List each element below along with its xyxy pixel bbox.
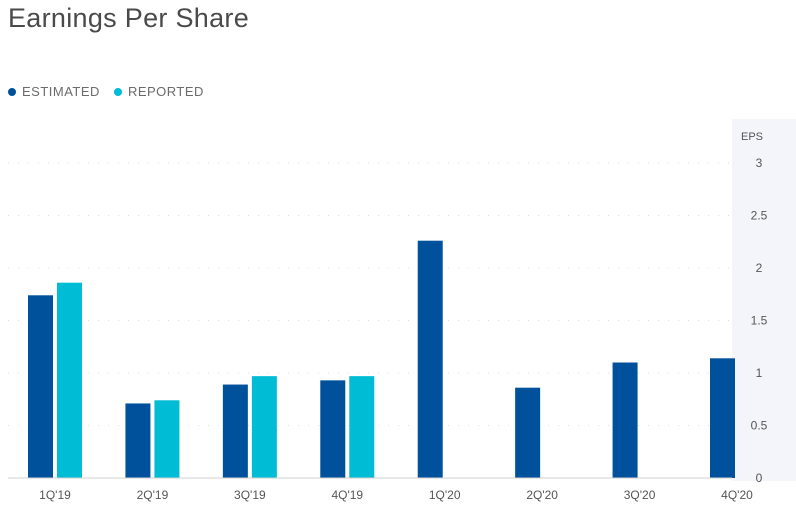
reported-bar[interactable]: [251, 376, 277, 478]
y-tick-label: 2: [756, 261, 763, 275]
legend-reported-dot-icon: [113, 87, 122, 96]
chart-legend: ESTIMATED REPORTED: [8, 84, 204, 99]
y-tick-label: 0.5: [751, 419, 768, 433]
y-tick-label: 1: [756, 366, 763, 380]
x-tick-label: 3Q'19: [234, 488, 266, 502]
y-tick-label: 3: [756, 156, 763, 170]
reported-bar[interactable]: [57, 282, 82, 478]
estimated-bar[interactable]: [28, 295, 53, 478]
y-axis-labels: 0 0.5 1 1.5 2 2.5 3: [751, 156, 768, 485]
legend-item-estimated[interactable]: ESTIMATED: [8, 84, 100, 99]
reported-bar[interactable]: [154, 400, 180, 478]
reported-bar[interactable]: [349, 376, 375, 478]
estimated-bar[interactable]: [417, 240, 443, 478]
estimated-bar[interactable]: [222, 384, 248, 478]
x-tick-label: 4Q'20: [721, 488, 753, 502]
estimated-bar[interactable]: [612, 362, 638, 479]
estimated-bar[interactable]: [710, 358, 735, 478]
y-tick-label: 2.5: [751, 209, 768, 223]
legend-item-reported[interactable]: REPORTED: [113, 84, 204, 99]
x-tick-label: 2Q'20: [526, 488, 558, 502]
y-tick-label: 0: [756, 471, 763, 485]
x-tick-label: 4Q'19: [331, 488, 363, 502]
chart-title: Earnings Per Share: [8, 3, 250, 33]
x-tick-label: 1Q'19: [39, 488, 71, 502]
estimated-bar[interactable]: [320, 380, 346, 478]
y-tick-label: 1.5: [751, 314, 768, 328]
estimated-bar[interactable]: [515, 387, 541, 478]
estimated-bar[interactable]: [125, 403, 151, 478]
y-axis-title: EPS: [741, 131, 763, 143]
x-tick-label: 3Q'20: [624, 488, 656, 502]
x-tick-label: 2Q'19: [137, 488, 169, 502]
x-axis-labels: 1Q'19 2Q'19 3Q'19 4Q'19 1Q'20 2Q'20 3Q'20 4Q'20: [39, 488, 753, 502]
legend-estimated-label: ESTIMATED: [22, 84, 100, 99]
legend-estimated-dot-icon: [8, 87, 16, 96]
bars-group: [28, 240, 735, 479]
x-tick-label: 1Q'20: [429, 488, 461, 502]
legend-reported-label: REPORTED: [127, 84, 204, 99]
yaxis-panel: [732, 119, 796, 481]
